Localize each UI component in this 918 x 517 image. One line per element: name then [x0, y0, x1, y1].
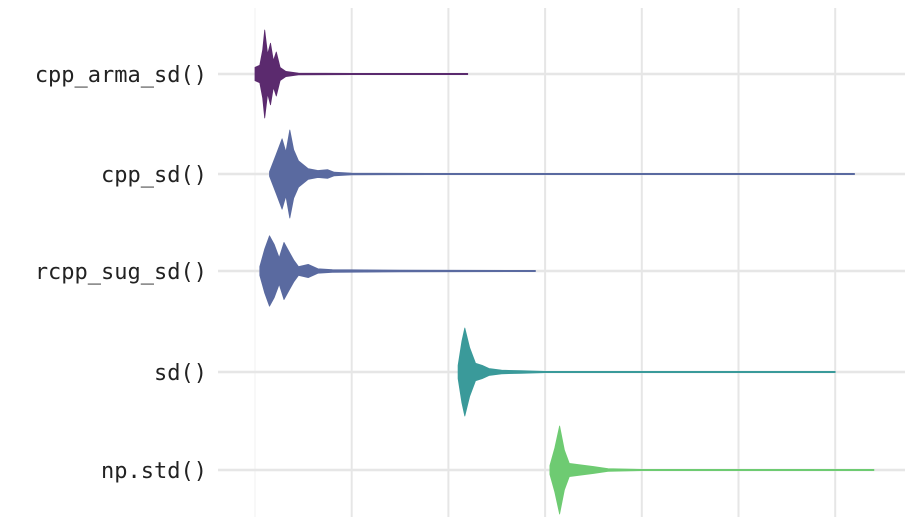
violin-shape	[259, 235, 536, 307]
violin-shape	[457, 327, 836, 417]
y-tick-label: np.std()	[101, 459, 207, 484]
y-tick-label: rcpp_sug_sd()	[35, 260, 207, 285]
violin-layer	[254, 29, 875, 515]
y-tick-label: sd()	[154, 361, 207, 386]
violin-shape	[269, 129, 855, 219]
y-tick-label: cpp_arma_sd()	[35, 63, 207, 88]
category-label-layer: cpp_arma_sd() cpp_sd() rcpp_sug_sd() sd() np…	[35, 63, 207, 484]
y-tick-label: cpp_sd()	[101, 163, 207, 188]
violin-shape	[549, 425, 875, 515]
violin-shape	[254, 29, 469, 119]
